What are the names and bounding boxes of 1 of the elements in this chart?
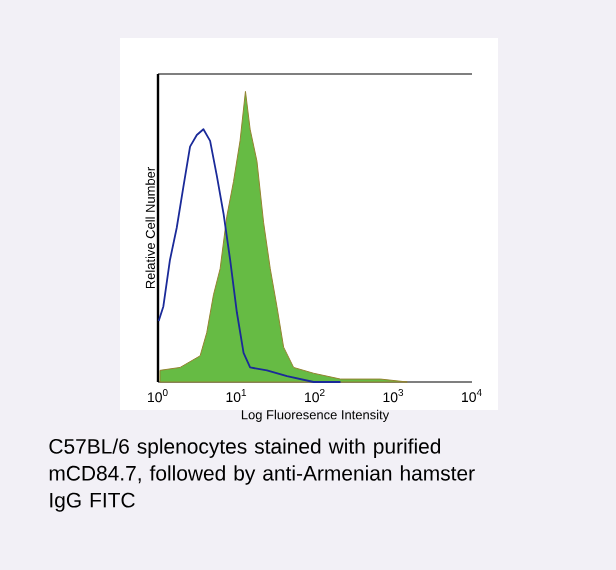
- text: C57BL/6 splenocytes stained with purified mCD84.7, followed by anti-Armenian hamster IgG FITC: [49, 438, 475, 512]
